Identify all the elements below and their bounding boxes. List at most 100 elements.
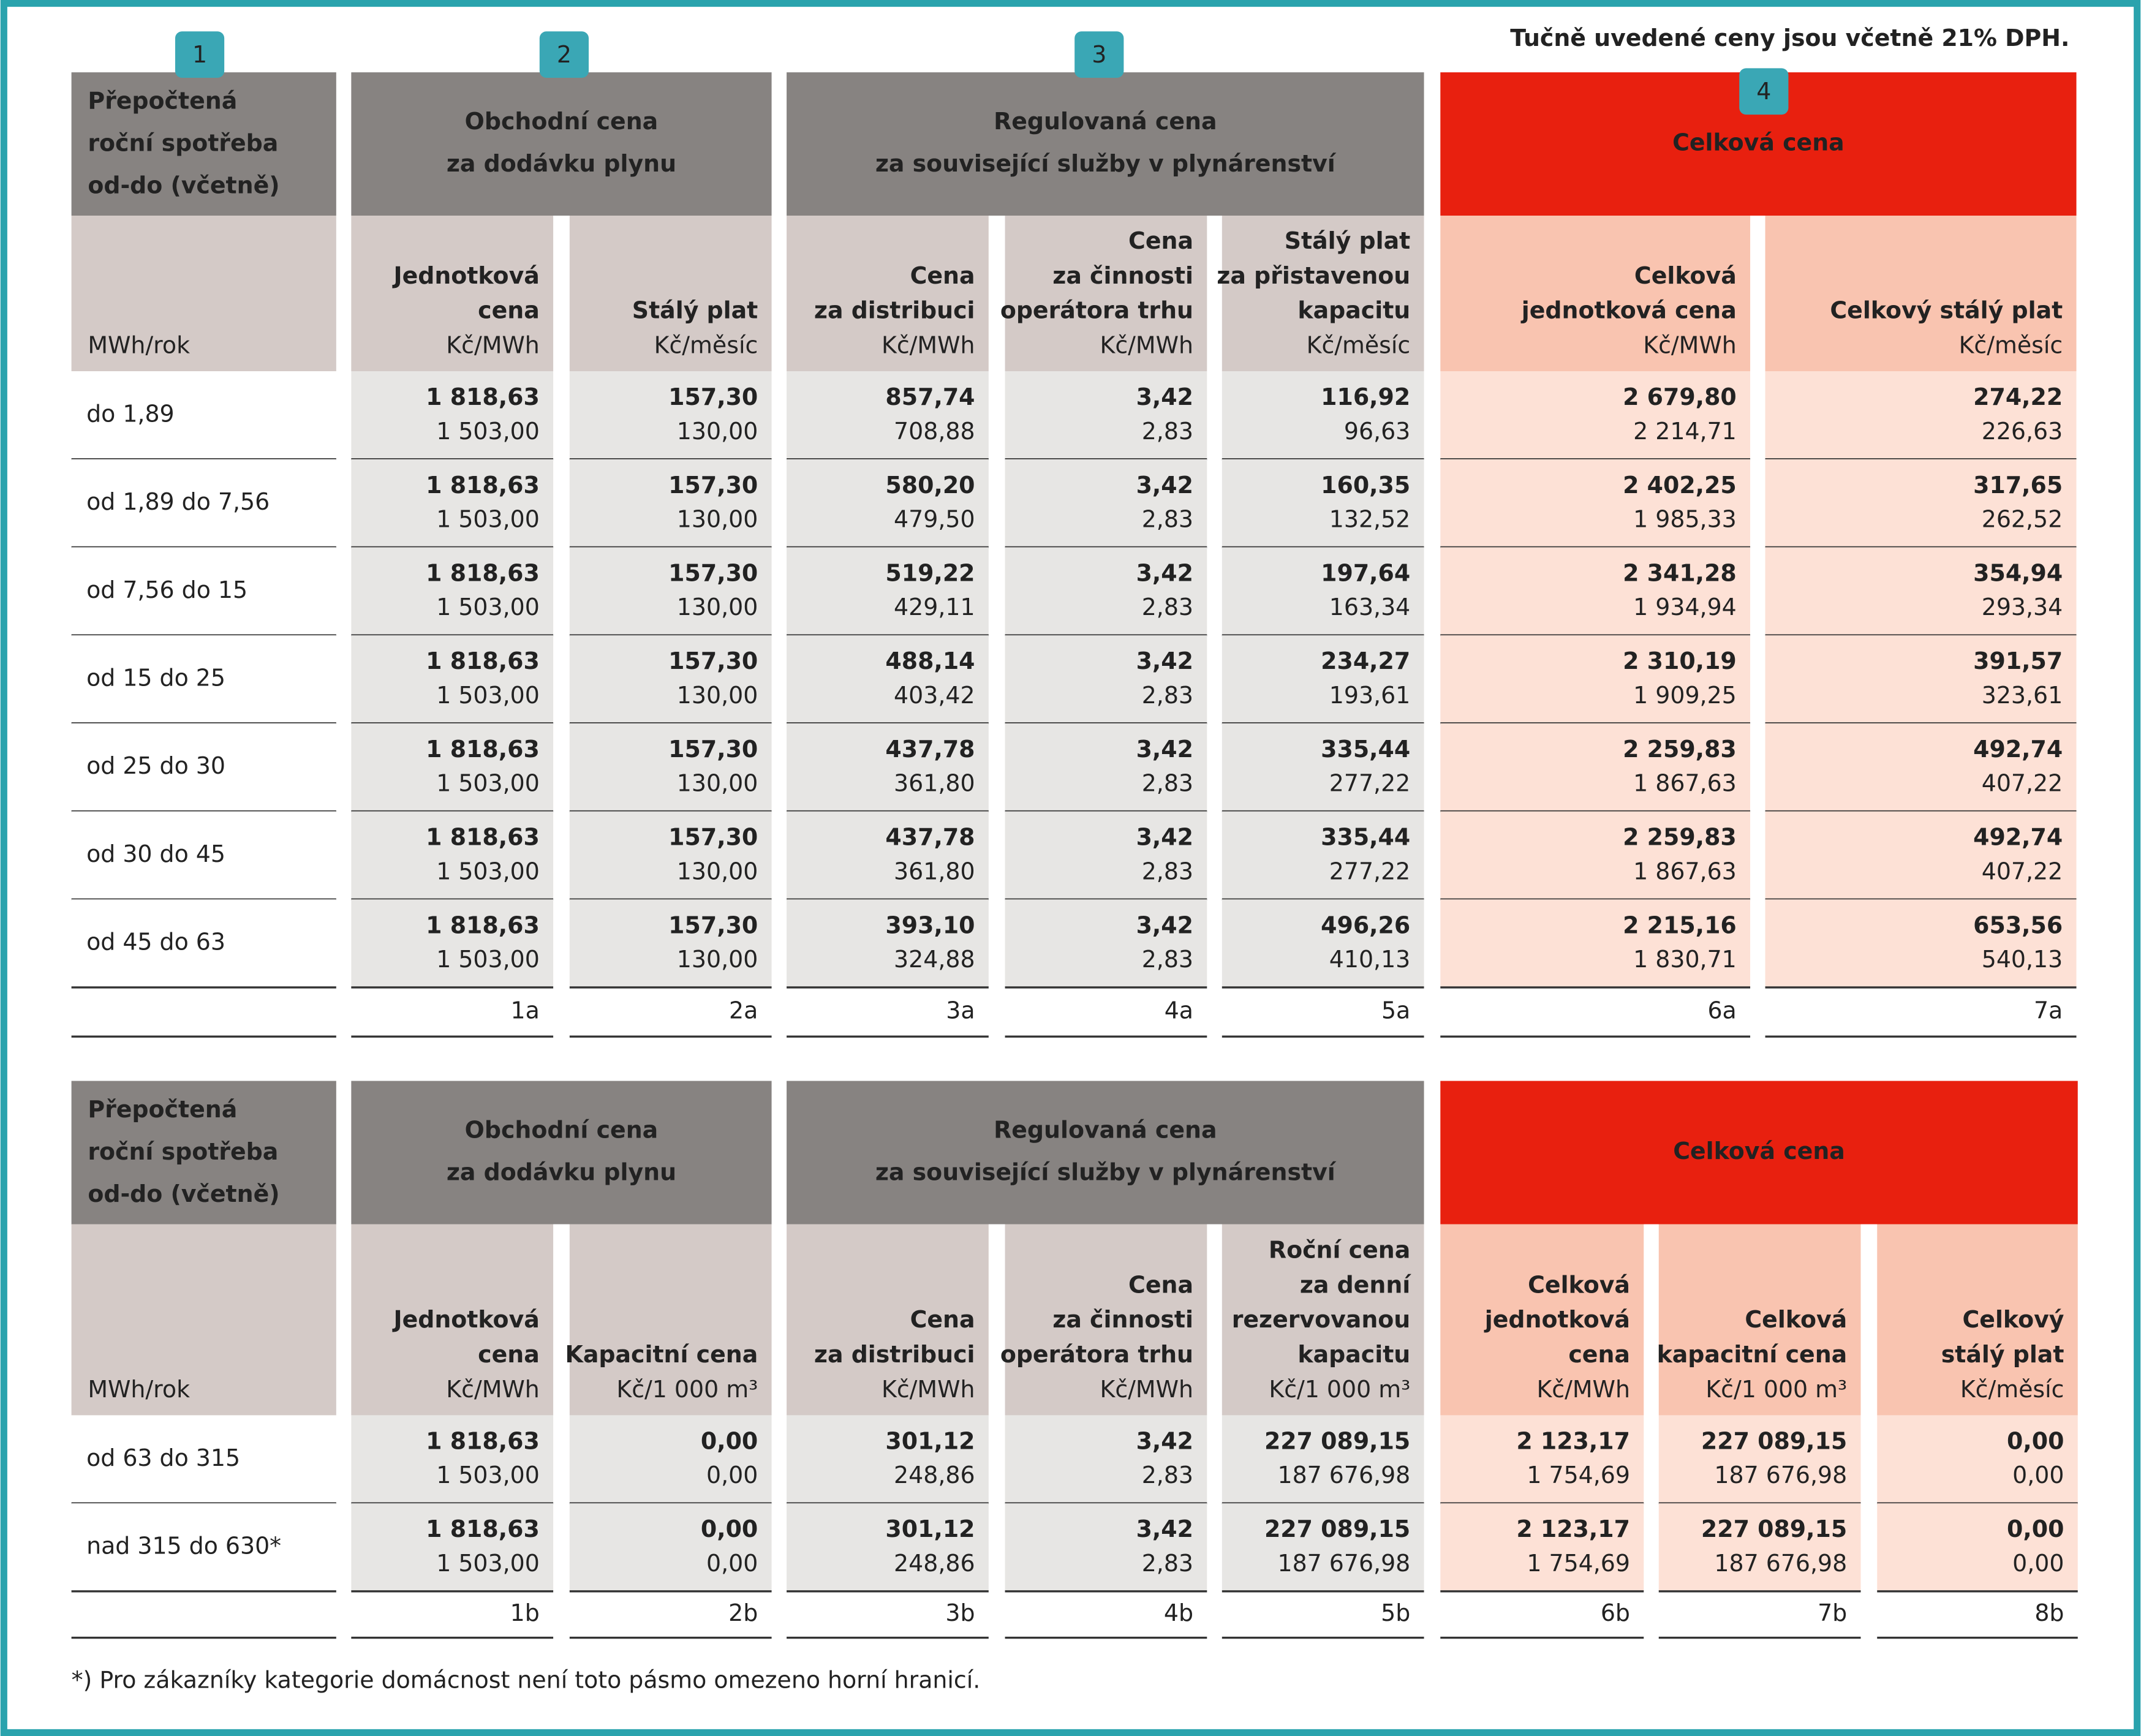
- data-cell: [1005, 1503, 1207, 1591]
- group-header-text: Obchodní cena: [465, 108, 659, 135]
- value-regular: 132,52: [1329, 505, 1410, 532]
- value-bold: 157,30: [668, 911, 758, 938]
- value-regular: 323,61: [1982, 682, 2063, 709]
- value-regular: 193,61: [1329, 682, 1410, 709]
- data-cell: [1877, 1503, 2078, 1591]
- value-bold: 3,42: [1136, 911, 1193, 938]
- value-bold: 3,42: [1136, 736, 1193, 763]
- value-regular: 0,00: [706, 1462, 758, 1489]
- value-regular: 1 867,63: [1633, 770, 1737, 797]
- column-title: Cena: [910, 262, 975, 289]
- value-bold: 3,42: [1136, 647, 1193, 674]
- data-cell: [787, 1503, 989, 1591]
- value-regular: 248,86: [894, 1550, 975, 1577]
- column-title: Cena: [1128, 1271, 1193, 1298]
- value-bold: 1 818,63: [426, 559, 540, 586]
- data-cell: [1440, 899, 1751, 987]
- column-title: za činnosti: [1052, 1306, 1193, 1333]
- data-cell: [1440, 811, 1751, 900]
- data-cell: [71, 811, 336, 900]
- column-header-cell: [351, 216, 554, 372]
- value-regular: 2,83: [1142, 1462, 1193, 1489]
- value-regular: 2,83: [1142, 682, 1193, 709]
- badge: [1739, 68, 1789, 115]
- value-regular: 2,83: [1142, 770, 1193, 797]
- column-unit: MWh/rok: [88, 1376, 190, 1403]
- data-cell: [351, 1503, 554, 1591]
- vat-note: Tučně uvedené ceny jsou včetně 21% DPH.: [1510, 25, 2069, 51]
- data-cell: [1005, 723, 1207, 812]
- value-bold: 234,27: [1321, 647, 1410, 674]
- column-code: 7a: [2034, 997, 2063, 1024]
- badge: [175, 31, 225, 78]
- data-cell: [71, 1503, 336, 1591]
- column-header-cell: [1658, 1224, 1861, 1416]
- value-bold: 160,35: [1321, 472, 1410, 499]
- column-code: 6a: [1707, 997, 1736, 1024]
- column-title: Celkový: [1963, 1306, 2064, 1333]
- value-regular: 187 676,98: [1277, 1462, 1410, 1489]
- column-code: 1b: [510, 1599, 540, 1626]
- column-header-cell: [71, 1224, 336, 1416]
- data-cell: [71, 723, 336, 812]
- data-cell: [1765, 547, 2077, 636]
- value-regular: 361,80: [894, 770, 975, 797]
- value-regular: 130,00: [677, 682, 758, 709]
- value-regular: 187 676,98: [1277, 1550, 1410, 1577]
- value-regular: 130,00: [677, 594, 758, 621]
- data-cell: [1658, 1503, 1861, 1591]
- group-header-text: Přepočtená: [88, 1096, 237, 1123]
- value-regular: 1 503,00: [436, 946, 540, 973]
- column-unit: Kč/měsíc: [1960, 1376, 2064, 1403]
- data-cell: [351, 547, 554, 636]
- value-regular: 407,22: [1982, 770, 2063, 797]
- value-bold: 496,26: [1321, 911, 1410, 938]
- column-header-cell: [569, 216, 772, 372]
- column-title: rezervovanou: [1232, 1306, 1411, 1333]
- data-cell: [569, 723, 772, 812]
- column-unit: Kč/MWh: [882, 331, 975, 358]
- column-unit: Kč/MWh: [1643, 331, 1736, 358]
- value-regular: 429,11: [894, 594, 975, 621]
- data-cell: [1765, 811, 2077, 900]
- column-code: 4a: [1165, 997, 1193, 1024]
- value-regular: 0,00: [706, 1550, 758, 1577]
- value-regular: 2,83: [1142, 505, 1193, 532]
- column-title: Roční cena: [1269, 1237, 1410, 1264]
- value-regular: 130,00: [677, 770, 758, 797]
- column-title: Celkový stálý plat: [1830, 297, 2063, 324]
- data-cell: [351, 371, 554, 459]
- badge-number: 4: [1756, 78, 1771, 105]
- column-title: Kapacitní cena: [565, 1341, 758, 1368]
- value-regular: 2,83: [1142, 946, 1193, 973]
- column-header-cell: [1222, 216, 1424, 372]
- value-regular: 293,34: [1982, 594, 2063, 621]
- value-bold: 3,42: [1136, 383, 1193, 410]
- value-bold: 301,12: [885, 1427, 975, 1454]
- value-bold: 0,00: [2007, 1427, 2064, 1454]
- value-bold: 197,64: [1321, 559, 1410, 586]
- value-bold: 274,22: [1973, 383, 2063, 410]
- row-label: od 7,56 do 15: [86, 576, 247, 603]
- data-cell: [1765, 723, 2077, 812]
- value-bold: 580,20: [885, 472, 975, 499]
- value-regular: 2,83: [1142, 418, 1193, 445]
- column-unit: Kč/MWh: [446, 1376, 539, 1403]
- row-label: od 30 do 45: [86, 840, 225, 867]
- data-cell: [1005, 547, 1207, 636]
- data-cell: [787, 899, 989, 987]
- column-title: Jednotková: [391, 1306, 539, 1333]
- data-cell: [1005, 899, 1207, 987]
- row-label: od 45 do 63: [86, 929, 225, 956]
- group-header-cell: [787, 72, 1424, 216]
- value-regular: 403,42: [894, 682, 975, 709]
- column-unit: Kč/měsíc: [1959, 331, 2063, 358]
- group-header-text: za dodávku plynu: [447, 150, 676, 177]
- value-bold: 0,00: [2007, 1515, 2064, 1542]
- data-cell: [569, 635, 772, 723]
- value-bold: 354,94: [1973, 559, 2063, 586]
- group-header-text: od-do (včetně): [88, 172, 279, 199]
- value-bold: 335,44: [1321, 736, 1410, 763]
- column-header-cell: [351, 1224, 554, 1416]
